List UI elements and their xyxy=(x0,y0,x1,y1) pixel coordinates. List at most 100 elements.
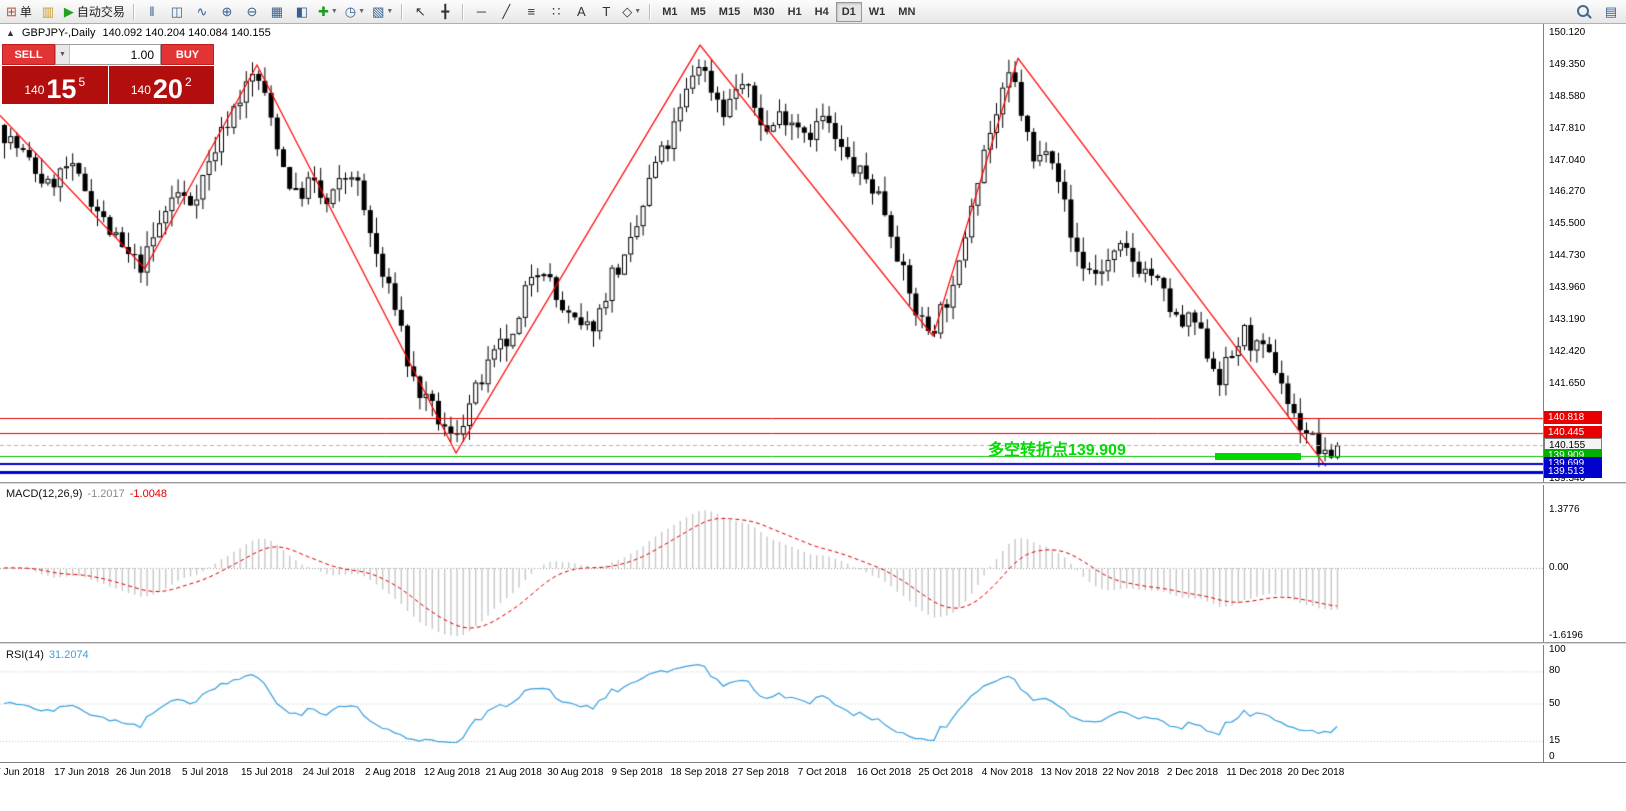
price-level-badge: 140.445 xyxy=(1544,426,1602,439)
macd-main-value: -1.2017 xyxy=(87,488,125,500)
search-icon[interactable] xyxy=(1572,2,1598,22)
zoom-out-icon[interactable]: ⊖ xyxy=(240,2,264,22)
time-axis-label: 4 Nov 2018 xyxy=(981,767,1033,778)
template-icon[interactable]: ▧ ▼ xyxy=(369,2,396,22)
time-axis-label: 7 Jun 2018 xyxy=(0,767,45,778)
autotrade-button[interactable]: ▶ 自动交易 xyxy=(61,2,128,22)
timeframe-mn-button[interactable]: MN xyxy=(898,5,916,18)
chevron-down-icon: ▼ xyxy=(634,8,642,15)
timeframe-w1-button[interactable]: W1 xyxy=(868,5,886,18)
chart-ohlc-values: 140.092 140.204 140.084 140.155 xyxy=(102,27,271,39)
rsi-panel-separator[interactable] xyxy=(0,642,1626,645)
rsi-axis-label: 15 xyxy=(1549,735,1561,746)
toolbar-separator xyxy=(132,3,135,20)
time-axis-label: 12 Aug 2018 xyxy=(423,767,481,778)
objects-grid-icon[interactable]: ∷ xyxy=(544,2,568,22)
data-window-icon: ▤ xyxy=(1604,3,1618,19)
cursor-icon: ↖ xyxy=(414,3,426,19)
buy-button[interactable]: BUY xyxy=(161,44,214,65)
price-axis-label: 147.810 xyxy=(1549,123,1586,134)
rsi-axis-label: 50 xyxy=(1549,698,1561,709)
arrange-windows-icon: ◧ xyxy=(295,3,309,19)
text-label-icon[interactable]: T xyxy=(594,2,618,22)
new-chart-button[interactable]: ✚ ▼ xyxy=(315,2,341,22)
macd-label: MACD(12,26,9) -1.2017 -1.0048 xyxy=(6,488,172,500)
new-order-button[interactable]: ⊞ 单 xyxy=(3,2,35,22)
horizontal-line-icon: ─ xyxy=(476,4,486,19)
sell-price-big: 15 xyxy=(46,74,77,104)
tile-windows-icon: ▦ xyxy=(270,3,284,19)
volume-input[interactable] xyxy=(70,45,160,64)
macd-panel-separator[interactable] xyxy=(0,482,1626,485)
time-axis-label: 2 Aug 2018 xyxy=(364,767,416,778)
time-axis-label: 13 Nov 2018 xyxy=(1040,767,1098,778)
horizontal-line-icon[interactable]: ─ xyxy=(469,2,493,22)
crosshair-icon: ╋ xyxy=(441,3,450,19)
bar-chart-icon: ‖ xyxy=(149,4,155,19)
highlight-rectangle[interactable] xyxy=(1215,453,1301,460)
timeframe-m30-button[interactable]: M30 xyxy=(753,5,775,18)
macd-axis-label: 0.00 xyxy=(1549,562,1569,573)
arrange-windows-icon[interactable]: ◧ xyxy=(290,2,314,22)
price-axis-label: 145.500 xyxy=(1549,218,1586,229)
trendline-icon[interactable]: ╱ xyxy=(494,2,518,22)
bar-chart-icon[interactable]: ‖ xyxy=(140,2,164,22)
buy-price-button[interactable]: 140 20 2 xyxy=(108,66,214,104)
timeframe-m5-button[interactable]: M5 xyxy=(690,5,706,18)
toolbar-separator xyxy=(649,3,652,20)
market-history-icon[interactable]: ▥ xyxy=(36,2,60,22)
autotrade-button-label: 自动交易 xyxy=(76,5,125,19)
time-axis-label: 20 Dec 2018 xyxy=(1287,767,1345,778)
shapes-icon: ◇ xyxy=(622,3,633,19)
volume-dropdown-icon[interactable]: ▼ xyxy=(56,45,70,64)
buy-price-prefix: 140 xyxy=(130,83,151,97)
time-axis-label: 26 Jun 2018 xyxy=(115,767,171,778)
sell-price-prefix: 140 xyxy=(24,83,45,97)
candlestick-chart-icon[interactable]: ◫ xyxy=(165,2,189,22)
play-icon: ▶ xyxy=(63,3,74,19)
timeframe-h1-button[interactable]: H1 xyxy=(787,5,802,18)
text-icon: A xyxy=(576,4,586,19)
macd-axis-label: -1.6196 xyxy=(1549,630,1583,641)
new-order-button-label: 单 xyxy=(19,5,32,19)
cursor-icon[interactable]: ↖ xyxy=(408,2,432,22)
price-axis-label: 139.340 xyxy=(1549,473,1586,484)
timeframe-m1-button[interactable]: M1 xyxy=(662,5,678,18)
timeframe-d1-button[interactable]: D1 xyxy=(835,1,862,22)
timeframe-h4-button[interactable]: H4 xyxy=(814,5,829,18)
price-level-badge: 139.513 xyxy=(1544,465,1602,478)
price-axis-label: 141.650 xyxy=(1549,378,1586,389)
shapes-icon[interactable]: ◇ ▼ xyxy=(619,2,644,22)
sell-price-button[interactable]: 140 15 5 xyxy=(2,66,108,104)
candlestick-chart-icon: ◫ xyxy=(170,3,184,19)
turning-point-annotation[interactable]: 多空转折点139.909 xyxy=(988,442,1126,459)
data-window-icon[interactable]: ▤ xyxy=(1599,2,1623,22)
time-axis[interactable]: 7 Jun 2018 17 Jun 2018 26 Jun 2018 5 Jul 20… xyxy=(0,762,1626,785)
fibonacci-icon: ≡ xyxy=(527,4,536,19)
price-axis-label: 144.730 xyxy=(1549,250,1586,261)
time-axis-label: 17 Jun 2018 xyxy=(54,767,110,778)
crosshair-icon[interactable]: ╋ xyxy=(433,2,457,22)
rsi-indicator-canvas[interactable] xyxy=(0,646,1543,762)
price-axis-label: 142.420 xyxy=(1549,346,1586,357)
sell-button[interactable]: SELL xyxy=(2,44,55,65)
timeframe-m15-button[interactable]: M15 xyxy=(718,5,741,18)
price-chart-canvas[interactable] xyxy=(0,24,1543,482)
macd-title: MACD(12,26,9) xyxy=(6,488,83,500)
chevron-down-icon: ▼ xyxy=(330,8,338,15)
period-clock-icon[interactable]: ◷ ▼ xyxy=(342,2,368,22)
macd-signal-value: -1.0048 xyxy=(129,488,168,500)
one-click-collapse-icon[interactable]: ▲ xyxy=(6,28,15,38)
rsi-value: 31.2074 xyxy=(48,649,89,661)
time-axis-label: 24 Jul 2018 xyxy=(302,767,355,778)
fibonacci-icon[interactable]: ≡ xyxy=(519,2,543,22)
tile-windows-icon[interactable]: ▦ xyxy=(265,2,289,22)
macd-indicator-canvas[interactable] xyxy=(0,485,1543,642)
price-axis-label: 150.120 xyxy=(1549,27,1586,38)
text-icon[interactable]: A xyxy=(569,2,593,22)
line-chart-icon[interactable]: ∿ xyxy=(190,2,214,22)
price-axis[interactable]: 150.120 149.350 148.580 147.810 147.040 146.2… xyxy=(1543,24,1626,762)
zoom-in-icon[interactable]: ⊕ xyxy=(215,2,239,22)
sell-price-sup: 5 xyxy=(78,75,86,89)
